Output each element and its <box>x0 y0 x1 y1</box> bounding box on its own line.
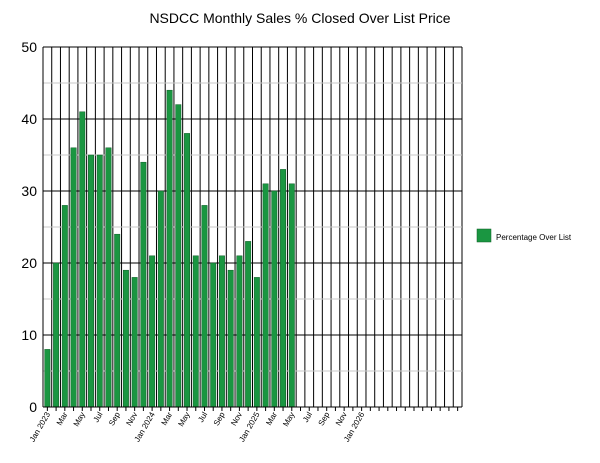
x-tick-label: Jul <box>92 410 105 424</box>
x-tick-label: Sep <box>317 410 332 427</box>
bar <box>157 190 164 408</box>
x-tick-label: May <box>281 411 296 429</box>
bar <box>114 233 121 408</box>
bar <box>166 89 173 408</box>
bar <box>184 133 190 408</box>
bar <box>262 183 269 408</box>
legend-swatch <box>476 228 492 243</box>
x-tick-label: Nov <box>334 411 349 428</box>
bar <box>53 262 60 408</box>
bars <box>44 89 295 408</box>
y-tick-label: 40 <box>21 111 37 127</box>
y-tick-label: 30 <box>21 183 37 199</box>
x-tick-label: Nov <box>229 411 244 428</box>
bar <box>140 161 147 408</box>
y-axis-ticks: 0 10 20 30 40 50 <box>21 39 37 415</box>
legend: Percentage Over List <box>476 228 572 243</box>
legend-label: Percentage Over List <box>496 233 572 242</box>
x-tick-label: Nov <box>124 411 139 428</box>
y-tick-label: 10 <box>21 327 37 343</box>
bar <box>79 111 86 408</box>
y-tick-label: 50 <box>21 39 37 55</box>
chart-title: NSDCC Monthly Sales % Closed Over List P… <box>149 10 450 26</box>
bar <box>105 147 112 408</box>
bar <box>227 269 234 408</box>
bar <box>236 255 243 408</box>
bar <box>96 154 103 408</box>
bar <box>149 255 156 408</box>
x-tick-label: Mar <box>55 410 70 427</box>
y-tick-label: 0 <box>29 399 37 415</box>
x-tick-label: Sep <box>212 410 227 427</box>
bar <box>192 255 199 408</box>
bar <box>288 183 295 408</box>
axes <box>42 47 462 408</box>
x-tick-label: Sep <box>107 410 122 427</box>
x-tick-label: Jul <box>301 410 314 424</box>
x-tick-label: Jan 2023 <box>28 410 53 443</box>
bar <box>122 269 129 408</box>
bar <box>88 154 94 408</box>
y-tick-label: 20 <box>21 255 37 271</box>
x-tick-label: Jul <box>196 410 209 424</box>
bar <box>218 255 225 408</box>
bar <box>280 169 287 408</box>
grid <box>42 46 463 408</box>
bar <box>245 241 252 408</box>
bar <box>201 205 208 408</box>
bar <box>131 277 138 408</box>
x-tick-label: Mar <box>160 410 175 427</box>
bar <box>253 277 260 408</box>
x-tick-label: May <box>176 411 191 429</box>
bar <box>44 349 51 408</box>
x-tick-label: May <box>72 411 87 429</box>
bar <box>61 205 68 408</box>
bar <box>70 147 77 408</box>
bar <box>271 190 278 408</box>
bar <box>175 104 182 408</box>
bar <box>210 262 217 408</box>
x-tick-label: Mar <box>264 410 279 427</box>
